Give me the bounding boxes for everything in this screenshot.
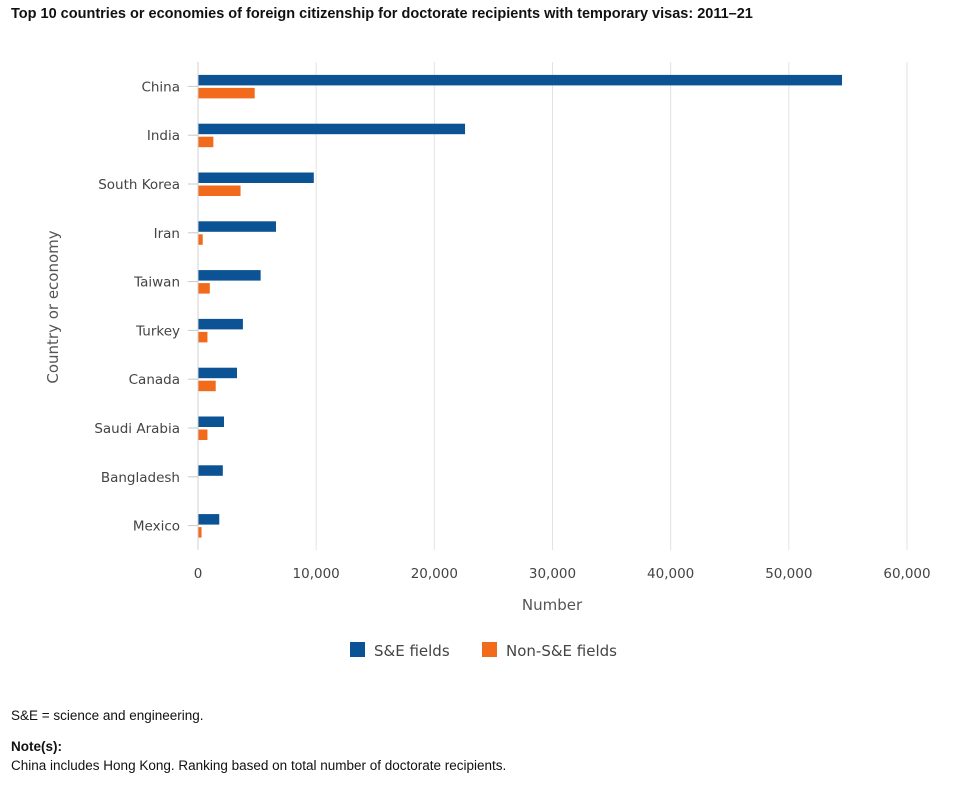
- abbreviation-note: S&E = science and engineering.: [11, 708, 204, 723]
- y-tick-label: Saudi Arabia: [94, 421, 180, 437]
- y-tick-label: India: [147, 128, 180, 144]
- legend-swatch: [482, 642, 497, 657]
- legend-swatch: [350, 642, 365, 657]
- bar-non-se-south-korea[interactable]: [198, 185, 241, 197]
- y-tick-label: Iran: [154, 226, 180, 242]
- x-tick-label: 30,000: [529, 566, 576, 582]
- bar-se-canada[interactable]: [198, 367, 237, 379]
- x-axis: 0 10,000 20,000 30,000 40,000 50,000 60,000: [194, 566, 931, 582]
- bar-non-se-mexico[interactable]: [198, 527, 202, 538]
- bar-non-se-iran[interactable]: [198, 234, 203, 245]
- bar-se-bangladesh[interactable]: [198, 465, 223, 476]
- x-tick-label: 0: [194, 566, 203, 582]
- bar-se-south-korea[interactable]: [198, 172, 314, 184]
- bar-se-turkey[interactable]: [198, 318, 243, 330]
- bar-se-mexico[interactable]: [198, 514, 220, 525]
- x-tick-label: 50,000: [765, 566, 812, 582]
- bar-non-se-turkey[interactable]: [198, 331, 208, 343]
- bars: [198, 74, 843, 538]
- bar-se-china[interactable]: [198, 74, 843, 86]
- y-tick-label: Bangladesh: [101, 470, 180, 486]
- notes-text: China includes Hong Kong. Ranking based …: [11, 758, 507, 773]
- chart-title: Top 10 countries or economies of foreign…: [11, 6, 753, 22]
- y-tick-label: China: [141, 79, 180, 95]
- legend-item-se[interactable]: S&E fields: [350, 642, 450, 660]
- y-tick-label: South Korea: [98, 177, 180, 193]
- x-tick-label: 10,000: [293, 566, 340, 582]
- bar-non-se-taiwan[interactable]: [198, 283, 210, 294]
- y-axis-title: Country or economy: [44, 230, 62, 383]
- gridlines: [315, 62, 908, 550]
- bar-non-se-canada[interactable]: [198, 380, 216, 392]
- x-tick-label: 20,000: [411, 566, 458, 582]
- y-tick-label: Taiwan: [133, 275, 180, 291]
- bar-se-india[interactable]: [198, 123, 466, 135]
- legend-item-non-se[interactable]: Non-S&E fields: [482, 642, 617, 660]
- legend-label: Non-S&E fields: [506, 642, 617, 660]
- bar-non-se-china[interactable]: [198, 87, 255, 99]
- bar-non-se-saudi-arabia[interactable]: [198, 429, 208, 441]
- bar-se-taiwan[interactable]: [198, 270, 261, 281]
- legend[interactable]: S&E fields Non-S&E fields: [350, 642, 617, 660]
- y-tick-label: Canada: [129, 372, 180, 388]
- y-axis: China India South Korea Iran Taiwan Turkey Can…: [94, 62, 199, 550]
- y-tick-label: Mexico: [133, 519, 180, 535]
- bar-chart: China India South Korea Iran Taiwan Turkey Can…: [44, 62, 931, 660]
- bar-se-saudi-arabia[interactable]: [198, 416, 224, 428]
- y-tick-label: Turkey: [135, 323, 180, 339]
- bar-se-iran[interactable]: [198, 221, 276, 232]
- x-tick-label: 60,000: [883, 566, 930, 582]
- x-axis-title: Number: [522, 596, 583, 614]
- bar-non-se-india[interactable]: [198, 136, 214, 148]
- legend-label: S&E fields: [374, 642, 450, 660]
- x-tick-label: 40,000: [647, 566, 694, 582]
- notes-heading: Note(s):: [11, 739, 62, 754]
